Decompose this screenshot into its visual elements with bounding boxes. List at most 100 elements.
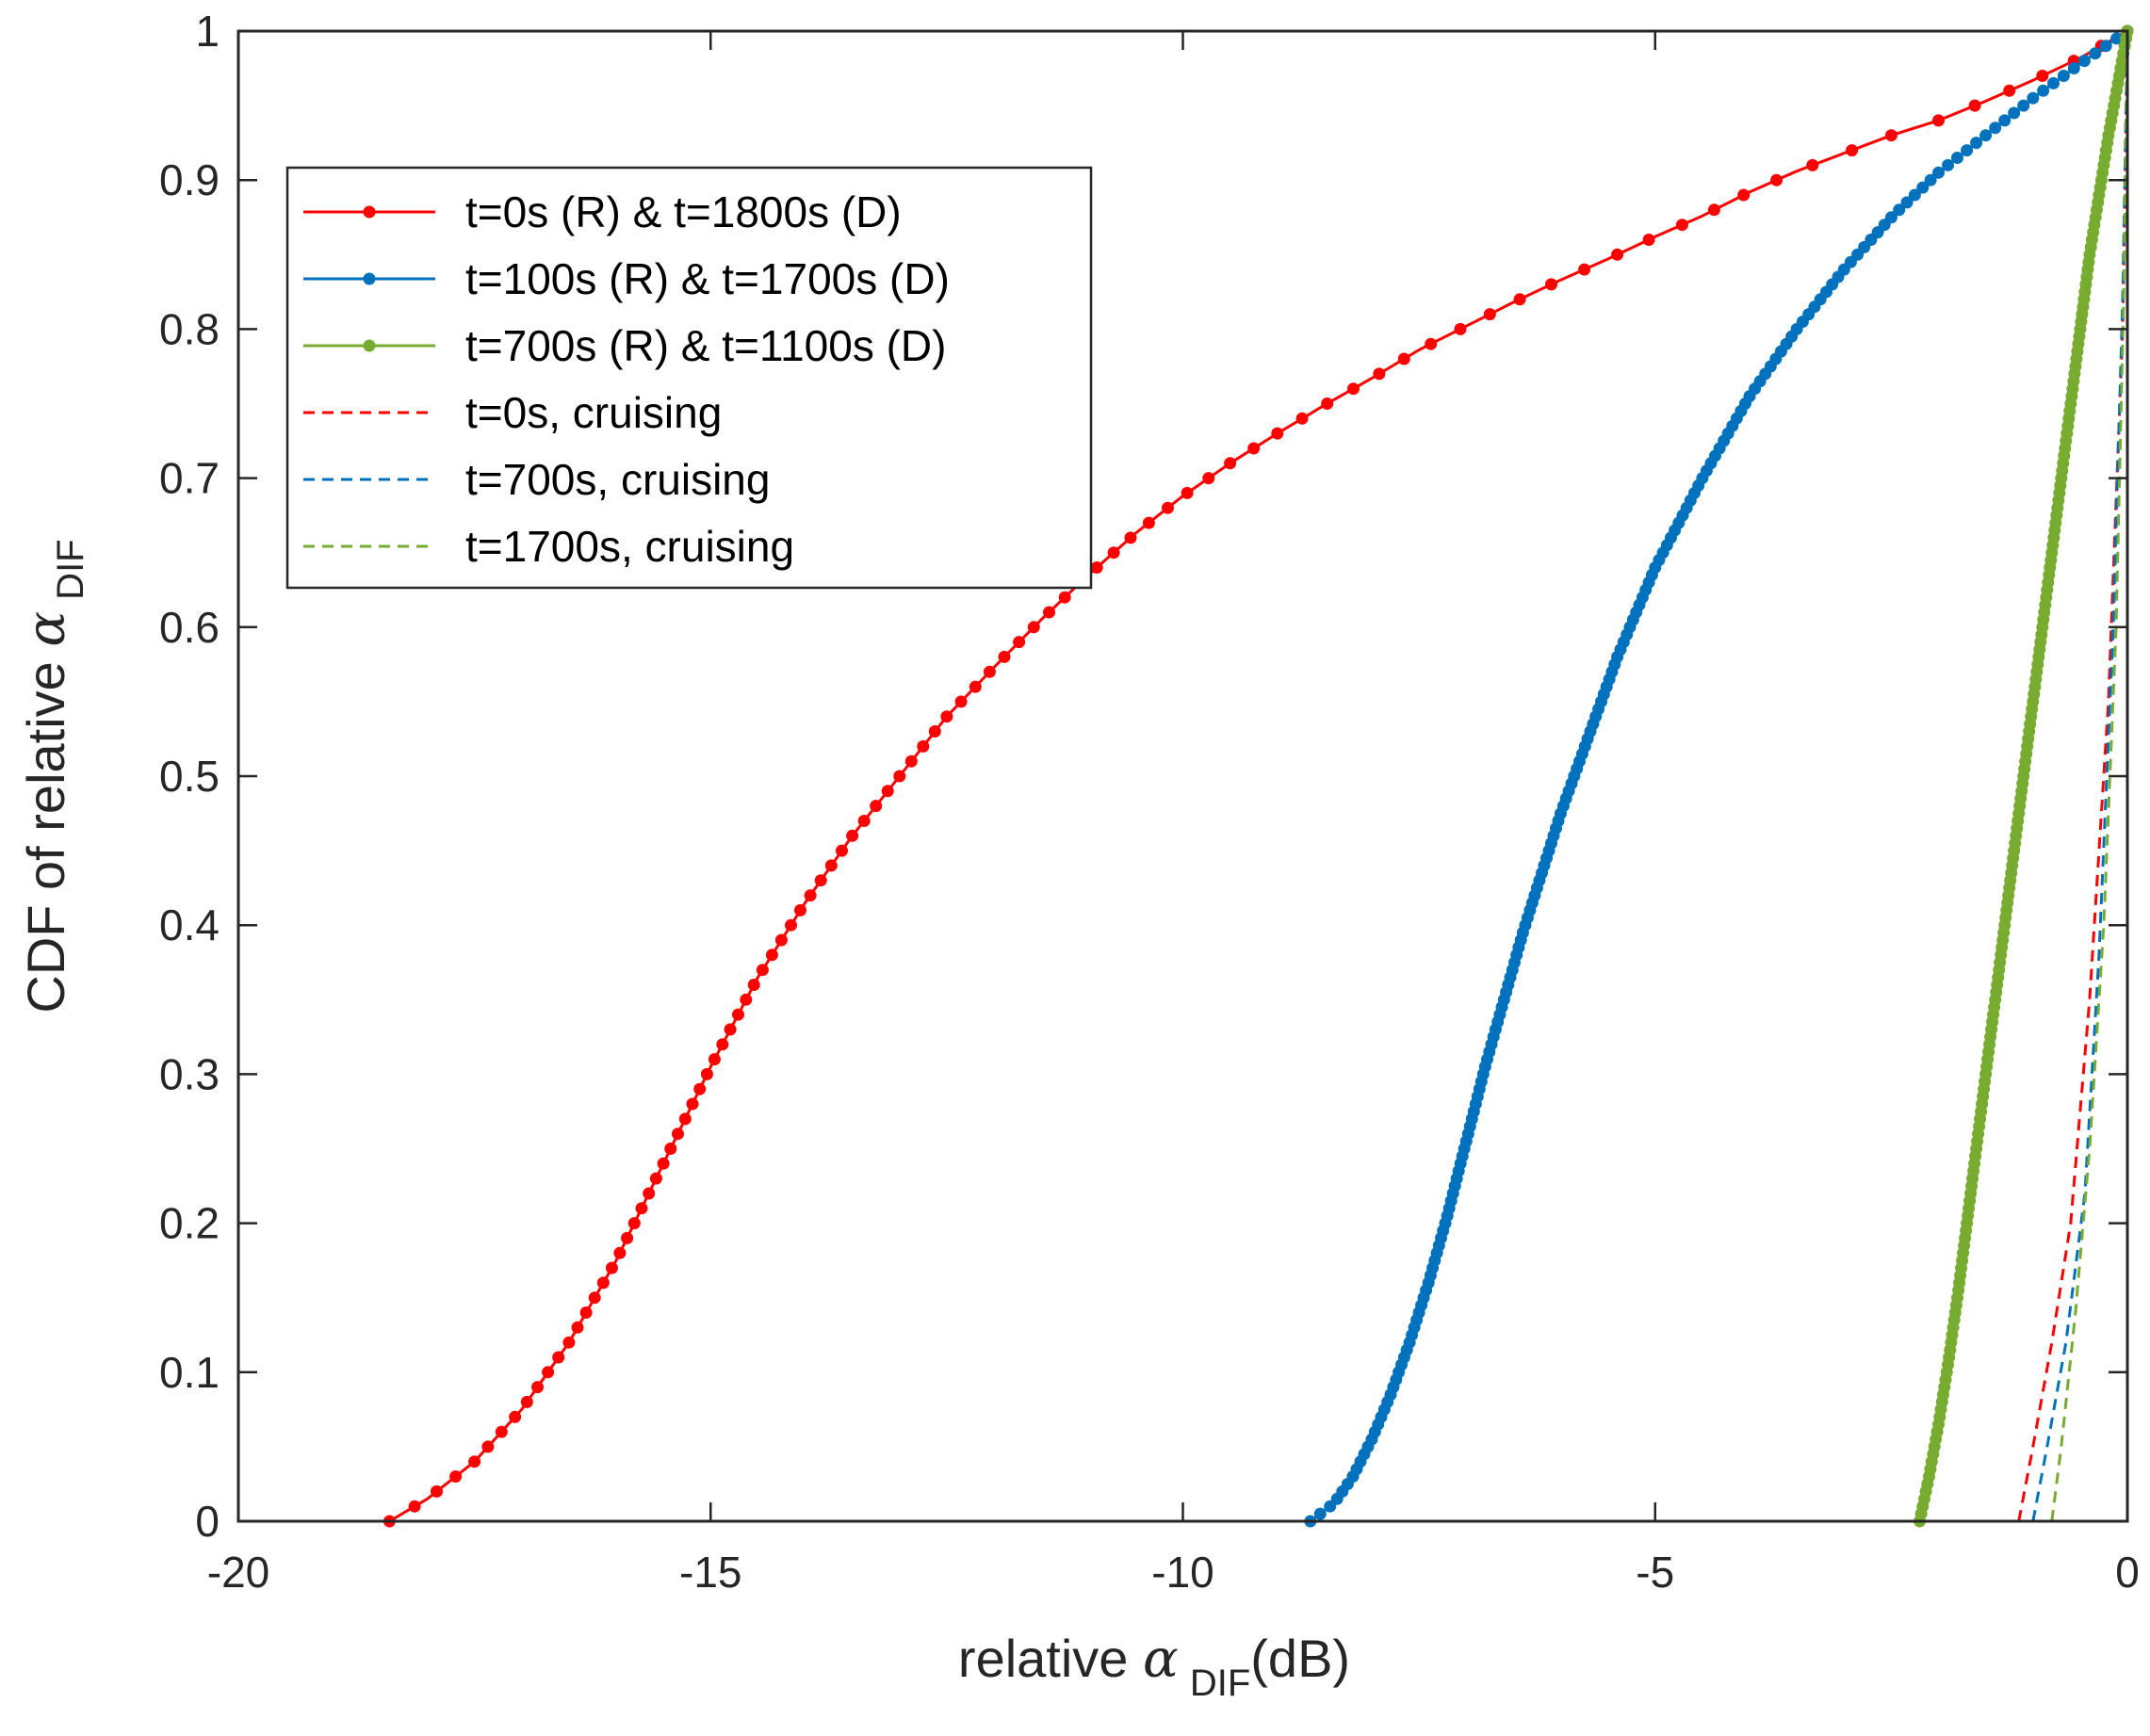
series-1-point xyxy=(1058,591,1071,604)
series-2-point xyxy=(2047,76,2060,89)
series-1-point xyxy=(1675,219,1688,232)
series-1-point xyxy=(1968,99,1981,112)
series-1-point xyxy=(1611,248,1624,261)
series-2-point xyxy=(1900,196,1914,209)
series-3 xyxy=(1914,24,2134,1528)
y-tick-label: 1 xyxy=(195,7,220,56)
y-tick-label: 0.4 xyxy=(159,900,220,949)
series-1-point xyxy=(1321,397,1334,410)
x-axis-title-prefix: relative xyxy=(958,1629,1143,1688)
series-1-point xyxy=(857,815,871,827)
series-1-point xyxy=(747,979,760,991)
series-2-point xyxy=(1979,129,1993,142)
series-1-point xyxy=(724,1023,737,1036)
x-axis-alpha-symbol: α xyxy=(1143,1629,1179,1690)
y-tick-label: 0.2 xyxy=(159,1199,220,1248)
series-1-point xyxy=(1642,234,1655,246)
series-1-point xyxy=(765,949,778,962)
series-1 xyxy=(383,24,2134,1528)
series-1-point xyxy=(531,1381,544,1394)
legend-entry-3: t=700s (R) & t=1100s (D) xyxy=(303,321,946,370)
legend-entries: t=0s (R) & t=1800s (D) t=100s (R) & t=170… xyxy=(303,187,950,571)
series-1-point xyxy=(1124,531,1137,544)
series-1-point xyxy=(1707,203,1720,217)
series-1-point xyxy=(824,859,838,872)
series-1-point xyxy=(596,1276,610,1290)
series-1-point xyxy=(1513,293,1526,306)
series-2-point xyxy=(2099,40,2112,53)
series-2-point xyxy=(2027,91,2040,105)
series-1-point xyxy=(481,1440,495,1453)
series-1-point xyxy=(1425,337,1438,350)
x-tick-label: -15 xyxy=(679,1548,741,1597)
x-axis-subscript: DIF xyxy=(1190,1663,1250,1704)
series-2-point xyxy=(2057,70,2070,82)
series-1-point xyxy=(657,1157,670,1170)
series-2-point xyxy=(1989,122,2002,135)
series-1-point xyxy=(1013,636,1026,649)
series-1-point xyxy=(954,695,968,708)
series-1-point xyxy=(664,1143,677,1155)
series-1-point xyxy=(562,1336,576,1349)
series-2-point xyxy=(1951,152,1963,164)
series-1-point xyxy=(1884,129,1898,142)
series-2-point xyxy=(2089,47,2102,60)
series-2-point xyxy=(1998,114,2012,127)
series-1-point xyxy=(836,844,848,857)
x-tick-label: -5 xyxy=(1636,1548,1674,1597)
series-2-point xyxy=(1942,158,1954,171)
series-1-point xyxy=(693,1082,707,1095)
series-2-point xyxy=(2008,106,2021,120)
x-tick-label: 0 xyxy=(2115,1548,2140,1597)
series-1-point xyxy=(571,1321,584,1334)
series-1-point xyxy=(732,1008,744,1021)
y-axis-title: CDF of relative α DIF xyxy=(16,539,91,1013)
y-tick-label: 0.6 xyxy=(159,603,220,652)
series-1-point xyxy=(794,903,806,917)
series-1-point xyxy=(2036,70,2049,82)
series-1-point xyxy=(613,1246,627,1259)
series-2-point xyxy=(1893,203,1906,217)
series-1-point xyxy=(2003,84,2016,97)
series-1-point xyxy=(814,874,827,887)
legend-box xyxy=(285,166,1093,590)
legend-label-2: t=100s (R) & t=1700s (D) xyxy=(465,254,950,303)
series-1-point xyxy=(716,1038,729,1051)
series-6 xyxy=(2050,30,2129,1522)
series-1-point xyxy=(846,829,859,842)
y-tick-label: 0.1 xyxy=(159,1348,220,1397)
series-1-point xyxy=(686,1097,699,1111)
series-1-point xyxy=(1737,188,1751,202)
series-1-point xyxy=(1545,278,1557,291)
series-1-point xyxy=(969,680,982,693)
series-1-point xyxy=(940,710,953,723)
series-2-point xyxy=(1924,173,1937,187)
series-1-point xyxy=(998,650,1011,663)
plot-frame xyxy=(236,29,2129,1523)
series-1-point xyxy=(635,1202,648,1215)
series-1-point xyxy=(928,725,941,738)
series-layer xyxy=(383,24,2134,1528)
series-1-point xyxy=(785,918,797,932)
series-1-point xyxy=(893,770,906,783)
series-1-point xyxy=(1846,144,1859,157)
legend-entry-6: t=1700s, cruising xyxy=(303,522,794,571)
series-1-point xyxy=(774,933,788,947)
series-2-point xyxy=(1961,144,1974,157)
series-1-point xyxy=(621,1231,634,1244)
legend-label-5: t=700s, cruising xyxy=(465,455,770,504)
series-1-point xyxy=(1043,606,1055,619)
legend-label-6: t=1700s, cruising xyxy=(465,522,794,571)
series-1-point xyxy=(520,1395,533,1408)
series-1-point xyxy=(1578,263,1591,276)
series-1-point xyxy=(700,1067,713,1080)
series-1-point xyxy=(509,1410,522,1423)
ticks-layer: -20 -15 -10 -5 0 0 0.1 0.2 0.3 0.4 0.5 0.6 0.7 0.8 0.9… xyxy=(159,7,2140,1597)
series-2-point xyxy=(1932,166,1945,179)
series-1-point xyxy=(1806,158,1819,171)
series-2-point xyxy=(2067,62,2080,74)
series-1-point xyxy=(904,754,918,768)
legend-marker-1 xyxy=(363,205,376,219)
y-tick-label: 0.9 xyxy=(159,155,220,204)
legend-entry-5: t=700s, cruising xyxy=(303,455,770,504)
